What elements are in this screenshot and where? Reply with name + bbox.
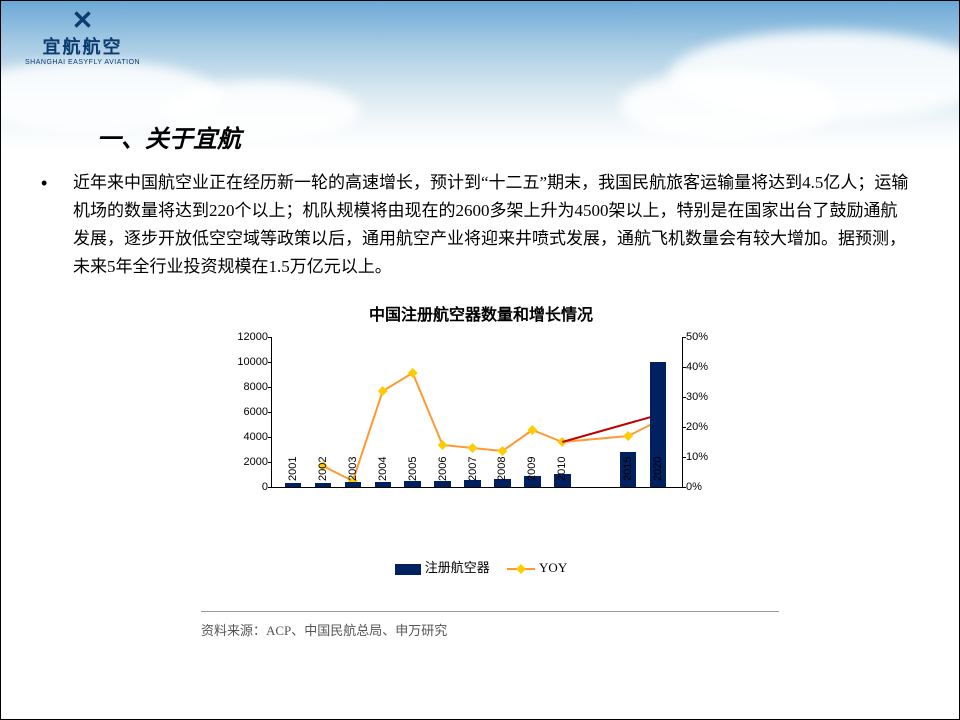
body-text: • 近年来中国航空业正在经历新一轮的高速增长，预计到“十二五”期末，我国民航旅客… — [41, 169, 909, 281]
chart-title: 中国注册航空器数量和增长情况 — [201, 301, 761, 325]
legend-line-label: YOY — [539, 560, 567, 575]
company-logo: ✕ 宜航航空 SHANGHAI EASYFLY AVIATION — [25, 7, 140, 66]
legend-bar-swatch — [395, 564, 421, 575]
logo-icon: ✕ — [25, 7, 140, 33]
source-note: 资料来源：ACP、中国民航总局、申万研究 — [201, 611, 779, 639]
paragraph: 近年来中国航空业正在经历新一轮的高速增长，预计到“十二五”期末，我国民航旅客运输… — [73, 169, 909, 281]
chart: 0200040006000800010000120000%10%20%30%40… — [221, 337, 731, 507]
legend-bar-label: 注册航空器 — [425, 560, 490, 575]
legend-line-swatch — [507, 563, 535, 575]
bullet-dot: • — [41, 169, 73, 281]
chart-container: 中国注册航空器数量和增长情况 0200040006000800010000120… — [201, 301, 761, 576]
slide: ✕ 宜航航空 SHANGHAI EASYFLY AVIATION 一、关于宜航 … — [0, 0, 960, 720]
logo-text-cn: 宜航航空 — [25, 33, 140, 59]
section-title: 一、关于宜航 — [97, 119, 241, 154]
plot-area: 0200040006000800010000120000%10%20%30%40… — [271, 337, 683, 488]
logo-text-en: SHANGHAI EASYFLY AVIATION — [25, 59, 140, 66]
chart-legend: 注册航空器 YOY — [201, 557, 761, 576]
